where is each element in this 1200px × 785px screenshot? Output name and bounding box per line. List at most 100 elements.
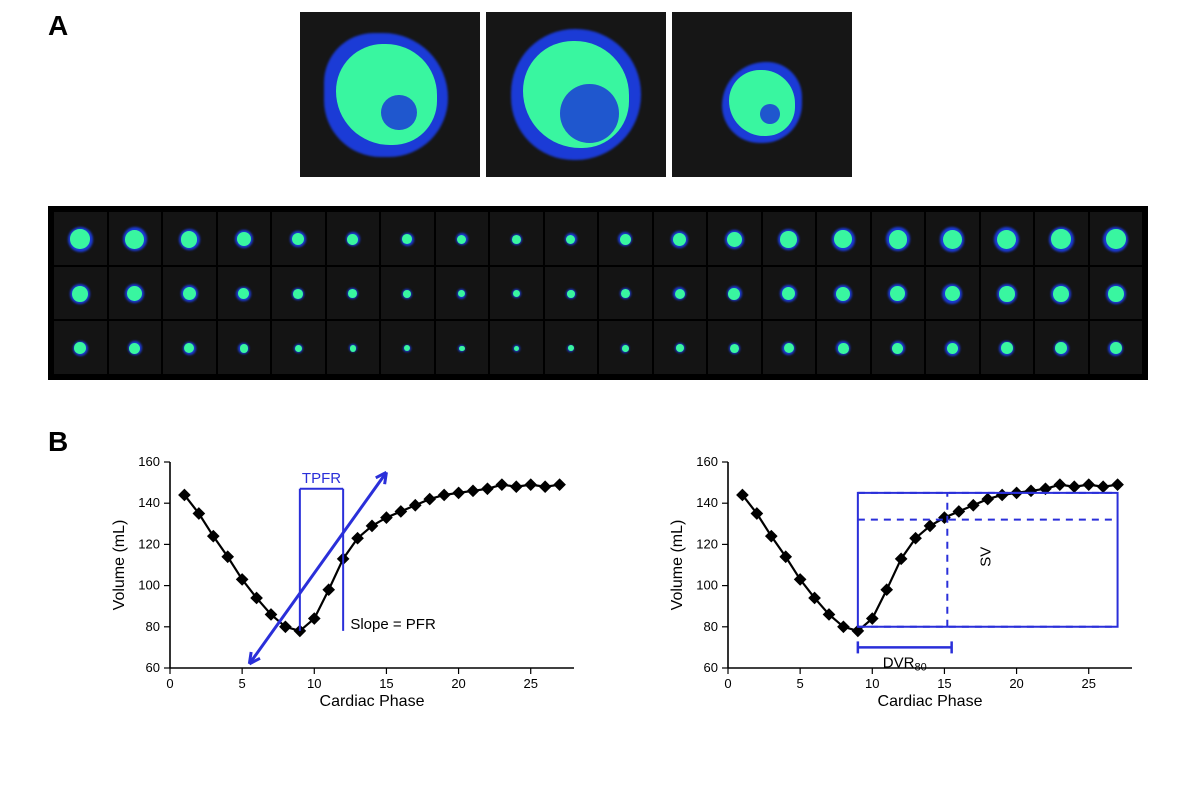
panelA-small-tile xyxy=(381,212,434,265)
panelA-small-tile xyxy=(1090,267,1143,320)
svg-text:60: 60 xyxy=(146,660,160,675)
panelA-small-tile xyxy=(708,267,761,320)
figure-root: A B 0 5 10 15 20 25 60 80 100 120 140 160 Cardiac Ph… xyxy=(0,0,1200,785)
panelA-large-tile xyxy=(672,12,852,177)
svg-text:120: 120 xyxy=(696,536,718,551)
svg-text:80: 80 xyxy=(146,619,160,634)
panelA-top-row xyxy=(300,12,852,177)
svg-text:60: 60 xyxy=(704,660,718,675)
panelA-small-tile xyxy=(327,267,380,320)
panelA-small-tile xyxy=(1035,267,1088,320)
svg-text:20: 20 xyxy=(451,676,465,691)
panelA-small-tile xyxy=(817,212,870,265)
panelA-small-tile xyxy=(381,267,434,320)
svg-text:SV: SV xyxy=(978,547,995,567)
panelA-small-tile xyxy=(218,321,271,374)
svg-text:0: 0 xyxy=(166,676,173,691)
panelB-chart-left: 0 5 10 15 20 25 60 80 100 120 140 160 Cardiac Phase V… xyxy=(106,452,586,712)
panelA-small-tile xyxy=(272,267,325,320)
svg-text:5: 5 xyxy=(797,676,804,691)
panelA-small-tile xyxy=(545,321,598,374)
panelA-small-tile xyxy=(545,212,598,265)
panelA-small-tile xyxy=(163,267,216,320)
panelB-chart-right: 05101520256080100120140160Cardiac PhaseV… xyxy=(664,452,1144,712)
panelA-small-tile xyxy=(109,267,162,320)
svg-text:5: 5 xyxy=(239,676,246,691)
panelA-small-tile xyxy=(599,267,652,320)
panelA-large-tile xyxy=(300,12,480,177)
panelA-small-tile xyxy=(163,321,216,374)
panelA-bottom-grid xyxy=(48,206,1148,380)
chart-svg: 05101520256080100120140160Cardiac PhaseV… xyxy=(664,452,1144,712)
panelB-label: B xyxy=(48,426,68,458)
panelA-small-tile xyxy=(1090,321,1143,374)
panelA-small-tile xyxy=(218,267,271,320)
svg-text:120: 120 xyxy=(138,536,160,551)
svg-text:Cardiac Phase: Cardiac Phase xyxy=(320,693,425,710)
panelA-small-tile xyxy=(763,212,816,265)
panelA-small-tile xyxy=(1035,321,1088,374)
panelA-small-tile xyxy=(1090,212,1143,265)
svg-text:100: 100 xyxy=(138,578,160,593)
panelA-small-tile xyxy=(272,212,325,265)
svg-text:25: 25 xyxy=(1081,676,1095,691)
svg-text:140: 140 xyxy=(138,495,160,510)
svg-text:160: 160 xyxy=(138,454,160,469)
svg-text:Volume (mL): Volume (mL) xyxy=(669,520,686,611)
panelA-small-tile xyxy=(981,267,1034,320)
panelA-large-tile xyxy=(486,12,666,177)
panelA-small-tile xyxy=(872,321,925,374)
panelA-small-tile xyxy=(218,212,271,265)
panelA-small-tile xyxy=(708,321,761,374)
panelA-small-tile xyxy=(1035,212,1088,265)
panelA-small-tile xyxy=(54,267,107,320)
svg-text:20: 20 xyxy=(1009,676,1023,691)
panelA-small-tile xyxy=(708,212,761,265)
panelA-small-tile xyxy=(817,321,870,374)
panelA-small-tile xyxy=(54,212,107,265)
panelA-small-tile xyxy=(599,321,652,374)
panelA-small-tile xyxy=(490,321,543,374)
svg-text:Cardiac Phase: Cardiac Phase xyxy=(878,693,983,710)
svg-text:15: 15 xyxy=(379,676,393,691)
svg-text:25: 25 xyxy=(523,676,537,691)
panelA-small-tile xyxy=(109,212,162,265)
panelA-small-tile xyxy=(872,267,925,320)
panelA-label: A xyxy=(48,10,68,42)
panelA-small-tile xyxy=(54,321,107,374)
svg-text:TPFR: TPFR xyxy=(302,470,341,487)
svg-text:DVR80: DVR80 xyxy=(883,654,927,673)
panelA-small-tile xyxy=(872,212,925,265)
panelA-small-tile xyxy=(926,212,979,265)
panelA-small-tile xyxy=(981,321,1034,374)
panelA-small-tile xyxy=(926,267,979,320)
svg-text:Slope = PFR: Slope = PFR xyxy=(350,616,436,633)
panelA-small-tile xyxy=(490,267,543,320)
svg-text:10: 10 xyxy=(865,676,879,691)
panelA-small-tile xyxy=(327,212,380,265)
panelA-small-tile xyxy=(436,212,489,265)
panelA-small-tile xyxy=(163,212,216,265)
panelA-small-tile xyxy=(926,321,979,374)
panelA-small-tile xyxy=(490,212,543,265)
svg-text:Volume (mL): Volume (mL) xyxy=(111,520,128,611)
panelA-small-tile xyxy=(109,321,162,374)
chart-svg: 0 5 10 15 20 25 60 80 100 120 140 160 Cardiac Phase V… xyxy=(106,452,586,712)
panelA-small-tile xyxy=(272,321,325,374)
svg-text:140: 140 xyxy=(696,495,718,510)
panelA-small-tile xyxy=(654,267,707,320)
panelA-small-tile xyxy=(436,321,489,374)
svg-text:100: 100 xyxy=(696,578,718,593)
panelA-small-tile xyxy=(381,321,434,374)
panelA-small-tile xyxy=(545,267,598,320)
panelA-small-tile xyxy=(763,321,816,374)
svg-text:10: 10 xyxy=(307,676,321,691)
panelA-small-tile xyxy=(327,321,380,374)
panelA-small-tile xyxy=(654,321,707,374)
panelA-small-tile xyxy=(981,212,1034,265)
svg-text:15: 15 xyxy=(937,676,951,691)
panelA-small-tile xyxy=(654,212,707,265)
panelA-small-tile xyxy=(763,267,816,320)
svg-text:80: 80 xyxy=(704,619,718,634)
panelA-small-tile xyxy=(817,267,870,320)
